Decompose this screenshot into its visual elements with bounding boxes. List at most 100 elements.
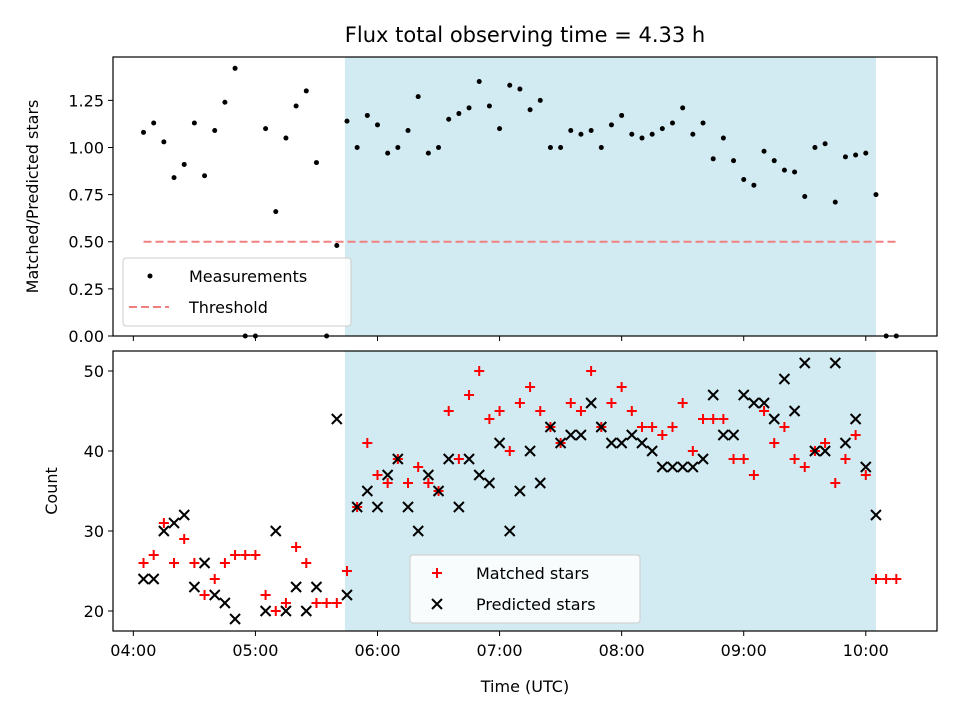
data-layer [137,357,902,625]
measurements-point [558,144,564,150]
ratio-panel: 0.00 0.25 0.50 0.75 1.00 1.25 Matched/Predicte… [23,56,938,346]
predicted-stars-point [361,485,374,497]
y-tick-label: 1.25 [68,91,104,110]
matched-stars-point [464,390,475,400]
y-tick-label: 40 [84,442,104,461]
legend-label: Threshold [188,298,268,317]
matched-stars-point [636,422,647,432]
predicted-stars-point [554,437,567,449]
predicted-stars-point [300,605,312,617]
matched-stars-point [687,446,698,456]
measurements-point [680,105,686,111]
measurements-point [588,128,594,134]
measurements-point [842,154,848,160]
predicted-stars-point [829,357,841,369]
matched-stars-point [423,478,434,488]
matched-stars-point [443,406,454,416]
legend: Measurements Threshold [122,257,352,327]
y-axis-label: Matched/Predicted stars [23,100,42,294]
measurements-point [313,160,319,166]
measurements-point [141,129,147,135]
matched-stars-point [626,406,637,416]
matched-stars-point [891,574,902,584]
matched-stars-point [514,398,525,408]
matched-stars-point [453,454,464,464]
matched-stars-point [759,406,770,416]
matched-stars-point [698,414,709,424]
matched-stars-point [158,518,169,528]
predicted-stars-point [585,397,597,409]
measurements-point [212,128,218,134]
measurements-point [527,107,533,113]
predicted-stars-point [147,573,160,585]
matched-stars-point [331,598,342,608]
predicted-stars-point [158,525,170,537]
predicted-stars-point [819,445,831,457]
measurements-point [507,82,513,88]
predicted-stars-point [544,421,557,433]
measurements-point [731,158,737,164]
predicted-stars-point [381,469,394,481]
measurements-point [853,152,859,158]
measurements-point [395,144,401,150]
measurements-point [415,94,421,100]
matched-stars-point [321,598,332,608]
matched-stars-point [413,462,424,472]
measurements-point [344,118,350,124]
measurements-point [374,122,380,128]
predicted-stars-point [799,357,811,369]
matched-stars-point [738,454,749,464]
measurements-point [781,167,787,173]
predicted-stars-point [656,461,669,473]
measurements-point [639,135,645,141]
measurements-point [802,194,808,199]
matched-stars-point [779,422,790,432]
measurements-point [608,122,614,128]
y-tick-label: 0.75 [68,186,104,205]
y-tick-label: 0.00 [68,327,104,346]
matched-stars-point [799,462,810,472]
measurements-point [446,116,452,122]
y-tick-label: 30 [84,522,104,541]
predicted-stars-point [727,429,740,441]
matched-stars-point [830,478,841,488]
measurements-point [476,79,482,85]
matched-stars-point [647,422,658,432]
measurements-point [232,65,238,71]
matched-stars-point [189,558,200,568]
predicted-stars-point [676,461,689,473]
predicted-stars-point [860,461,872,473]
predicted-stars-point [748,397,760,409]
y-tick-label: 1.00 [68,138,104,157]
predicted-stars-point [788,405,801,417]
data-layer [141,65,899,339]
measurements-point [293,103,299,109]
matched-stars-point [789,454,800,464]
measurements-point [690,131,696,137]
matched-stars-point [270,606,281,616]
measurements-point [425,150,431,156]
x-tick-label: 09:00 [721,641,767,660]
measurements-point [436,144,442,150]
matched-stars-point [504,446,515,456]
matched-stars-point [219,558,230,568]
predicted-stars-point [768,413,780,425]
x-tick-label: 04:00 [110,641,156,660]
predicted-stars-point [636,437,648,449]
matched-stars-point [362,438,373,448]
y-tick-label: 0.25 [68,280,104,299]
matched-stars-point [179,534,190,544]
predicted-stars-point [209,589,221,601]
measurements-point [568,128,574,134]
matched-stars-point [169,558,180,568]
predicted-stars-point [341,589,353,601]
predicted-stars-point [371,501,384,513]
matched-stars-point [769,438,780,448]
measurements-point [202,173,208,179]
predicted-stars-point [422,469,435,481]
predicted-stars-point [605,437,618,449]
legend-label: Measurements [189,267,307,286]
x-axis-label: Time (UTC) [480,677,569,696]
predicted-stars-point [493,437,506,449]
